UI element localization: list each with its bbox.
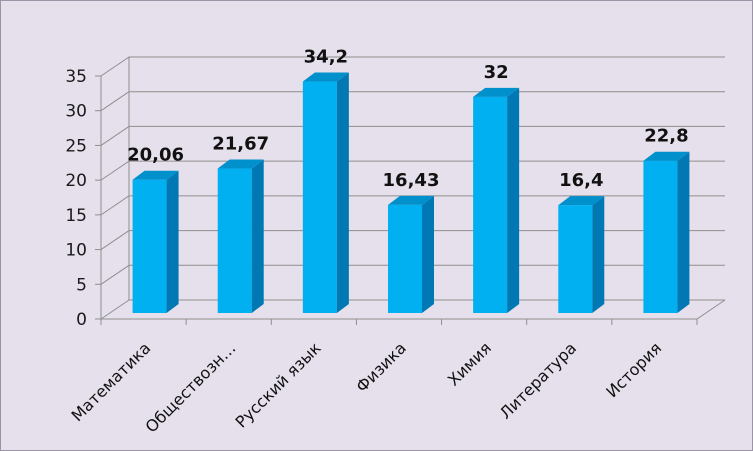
y-tick-label: 15 xyxy=(65,206,87,226)
bar-top-face xyxy=(132,170,179,180)
y-axis-ticks: 0 5 10 15 20 25 30 35 xyxy=(65,67,101,330)
bar-front-face xyxy=(558,205,593,313)
y-tick-label: 20 xyxy=(65,171,87,191)
x-tick-label: История xyxy=(602,338,665,401)
bar-front-face xyxy=(302,81,337,313)
bar-side-face xyxy=(166,170,179,313)
bar xyxy=(217,159,264,313)
bar-top-face xyxy=(473,87,520,97)
gridline xyxy=(100,56,725,77)
gridline xyxy=(100,125,725,146)
data-labels: 20,06 21,67 34,2 16,43 32 16,4 22,8 xyxy=(127,47,689,192)
bar-side-face xyxy=(336,72,349,313)
bar xyxy=(558,196,605,313)
y-tick-label: 25 xyxy=(65,136,87,156)
gridlines xyxy=(100,56,726,325)
bar xyxy=(132,170,179,313)
bar-front-face xyxy=(388,204,422,313)
bar xyxy=(302,72,349,313)
bar-front-face xyxy=(473,96,508,313)
gridline xyxy=(100,91,725,112)
data-label: 16,43 xyxy=(383,170,440,191)
bar-top-face xyxy=(302,72,349,82)
data-label: 20,06 xyxy=(127,145,184,166)
y-tick-label: 0 xyxy=(76,310,87,330)
bar-front-face xyxy=(217,168,252,313)
bar-side-face xyxy=(592,196,605,313)
bar xyxy=(643,151,690,313)
bar xyxy=(388,195,434,313)
x-tick-label: Литература xyxy=(496,338,580,422)
data-label: 22,8 xyxy=(644,126,688,147)
bar-front-face xyxy=(643,160,678,313)
bars xyxy=(132,72,690,313)
y-tick-label: 35 xyxy=(65,67,87,87)
x-tick-label: Русский язык xyxy=(232,338,325,431)
y-tick-label: 10 xyxy=(65,241,87,261)
x-tick-label: Математика xyxy=(68,338,155,425)
x-tick-label: Химия xyxy=(444,338,495,389)
x-tick-label: Физика xyxy=(352,338,410,396)
bar-top-face xyxy=(558,196,605,206)
bar xyxy=(473,87,520,313)
bar-side-face xyxy=(507,87,520,313)
bar-top-face xyxy=(217,159,264,169)
y-tick-label: 5 xyxy=(76,275,87,295)
bar-side-face xyxy=(422,195,434,313)
data-label: 32 xyxy=(484,62,509,83)
bar-top-face xyxy=(643,151,690,161)
data-label: 34,2 xyxy=(304,47,348,68)
bar-side-face xyxy=(677,151,690,313)
y-tick-label: 30 xyxy=(65,102,87,122)
bar-top-face xyxy=(388,195,434,205)
bar-front-face xyxy=(132,179,167,313)
data-label: 16,4 xyxy=(559,170,603,191)
data-label: 21,67 xyxy=(212,134,269,155)
x-tick-label: Обществозн… xyxy=(141,338,239,436)
bar-side-face xyxy=(251,159,264,313)
